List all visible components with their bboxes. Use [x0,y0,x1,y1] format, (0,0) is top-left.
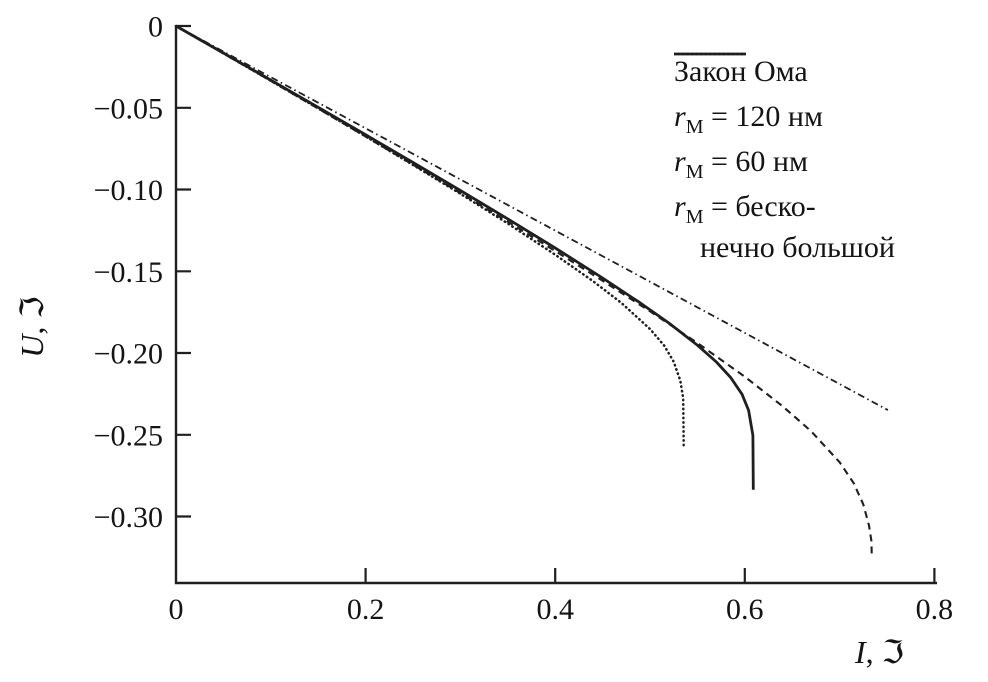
legend-label-sub: М [685,205,704,228]
y-tick-label-030: −0.30 [94,501,163,534]
axis-spines [174,25,937,585]
legend-label-var: r [674,189,686,223]
y-axis-unit: , ℑ [14,296,50,335]
legend-label: rМ = 60 нм [674,144,808,182]
y-tick-label-0: 0 [148,11,163,44]
legend-label-sub: М [685,115,704,138]
x-tick-label-06: 0.6 [726,593,764,626]
x-tick-label-04: 0.4 [536,593,574,626]
legend-item-r60nm: rМ = 60 нм [674,52,895,184]
legend-label: rМ = 120 нм [674,99,823,137]
series-line-r-120nm [175,24,755,490]
legend-label: rМ = беско- [674,189,816,227]
x-tick-label-0: 0 [169,593,184,626]
legend-sample-dashed-line [674,52,746,56]
series-line-ohm-law [175,25,889,411]
legend: Закон Ома rМ = 120 нм rМ = 60 нм rМ = бе… [674,49,895,266]
y-axis-var: U [14,334,50,358]
legend-label: Закон Ома [674,54,808,88]
y-tick-label-015: −0.15 [94,256,163,289]
x-tick-label-02: 0.2 [347,593,385,626]
legend-item-r-infinite-wrap-line: нечно большой [700,231,895,264]
y-tick-label-005: −0.05 [94,92,163,125]
legend-label-text: = 120 нм [703,99,823,133]
x-axis-unit: , ℑ [865,634,904,670]
legend-label-var: r [674,144,686,178]
axis-ticks [176,24,936,583]
x-tick-label-08: 0.8 [916,593,954,626]
legend-label-text: Закон Ома [674,54,808,88]
series-curves [174,24,889,558]
y-tick-label-025: −0.25 [94,419,163,452]
legend-label-sub: М [685,160,704,183]
series-line-r-60nm [174,24,685,449]
y-tick-label-010: −0.10 [94,174,163,207]
x-axis-label: I, ℑ [855,633,904,671]
legend-label-text: = 60 нм [703,144,808,178]
legend-label-var: r [674,99,686,133]
legend-label-text: = беско- [703,189,816,223]
legend-item-r120nm: rМ = 120 нм [674,52,895,139]
y-tick-label-020: −0.20 [94,338,163,371]
x-axis-var: I [855,634,866,670]
legend-item-r-infinite: rМ = беско- [674,52,895,229]
